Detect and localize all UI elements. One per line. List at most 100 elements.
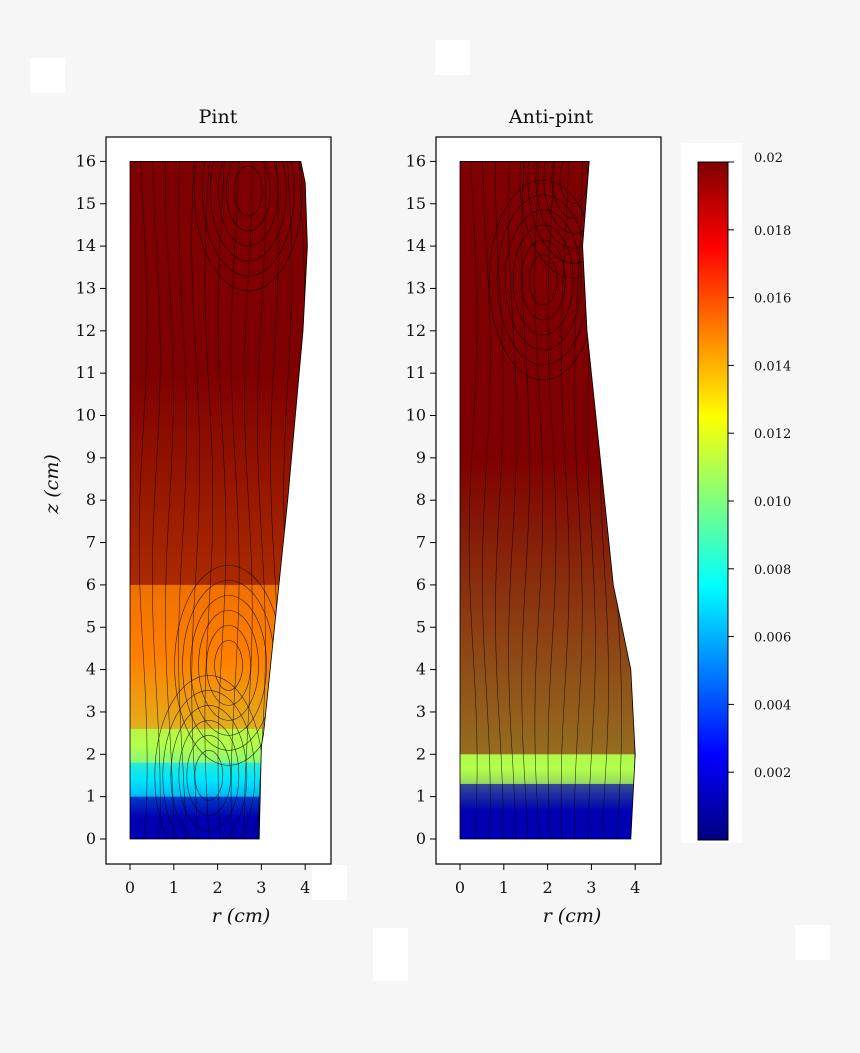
streamline — [204, 161, 214, 839]
y-tick-label: 8 — [86, 490, 96, 509]
x-tick-label: 4 — [630, 878, 640, 897]
pint-title: Pint — [199, 106, 238, 128]
y-tick-label: 14 — [406, 236, 426, 255]
colorbar-tick-label: 0.018 — [754, 224, 791, 239]
y-tick-label: 1 — [416, 787, 426, 806]
streamline — [481, 161, 491, 839]
streamline — [138, 161, 148, 839]
vortex-streamline — [217, 161, 279, 247]
anti-pint-x-label: r (cm) — [543, 905, 602, 927]
y-tick-label: 9 — [86, 448, 96, 467]
y-tick-label: 11 — [76, 363, 96, 382]
vortex-streamline — [209, 161, 287, 262]
background-patch — [373, 928, 408, 981]
colorbar-tick-label: 0.008 — [754, 563, 791, 578]
y-tick-label: 12 — [76, 321, 96, 340]
streamline — [165, 161, 174, 839]
colorbar-tick-label: 0.012 — [754, 427, 791, 442]
y-tick-label: 13 — [76, 278, 96, 297]
y-tick-label: 13 — [406, 278, 426, 297]
y-tick-label: 11 — [406, 363, 426, 382]
streamline — [468, 161, 478, 839]
streamline — [178, 161, 187, 839]
vortex-streamline — [190, 595, 267, 736]
vortex-streamline — [193, 161, 303, 292]
streamline — [191, 161, 201, 839]
vortex-streamline — [233, 165, 263, 217]
pint-x-label: r (cm) — [212, 905, 271, 927]
background-patch — [435, 40, 470, 75]
y-tick-label: 4 — [86, 660, 96, 679]
y-tick-label: 10 — [406, 406, 426, 425]
colorbar-ticks: 0.002 0.004 0.006 0.008 0.010 0.012 0.014 0.016… — [728, 151, 791, 781]
vortex-streamline — [504, 209, 582, 351]
y-tick-label: 2 — [416, 744, 426, 763]
y-tick-label: 7 — [416, 533, 426, 552]
x-tick-label: 3 — [256, 878, 266, 897]
y-tick-label: 5 — [416, 617, 426, 636]
colorbar: 0.002 0.004 0.006 0.008 0.010 0.012 0.014 0.016… — [681, 143, 791, 843]
x-tick-label: 4 — [300, 878, 310, 897]
y-tick-label: 14 — [76, 236, 96, 255]
colorbar-gradient — [697, 161, 729, 841]
y-tick-label: 7 — [86, 533, 96, 552]
streamline — [508, 161, 517, 839]
streamline — [217, 161, 227, 839]
vortex-streamline — [170, 705, 248, 839]
heatmap-region — [130, 796, 262, 839]
streamline — [534, 161, 544, 839]
pint-plot-area — [129, 158, 319, 840]
y-tick-label: 5 — [86, 617, 96, 636]
y-tick-label: 4 — [416, 660, 426, 679]
vortex-streamline — [186, 735, 232, 816]
streamline — [244, 161, 253, 839]
x-tick-label: 1 — [499, 878, 509, 897]
y-tick-label: 6 — [416, 575, 426, 594]
y-tick-label: 16 — [76, 151, 96, 170]
anti-pint-plot-area — [459, 158, 649, 840]
x-tick-label: 3 — [586, 878, 596, 897]
heatmap-region — [460, 754, 636, 784]
vortex-streamline — [198, 610, 259, 721]
heatmap-region — [130, 762, 262, 797]
vortex-streamline — [214, 640, 243, 691]
y-tick-label: 10 — [76, 406, 96, 425]
vortex-streamline — [194, 750, 224, 801]
streamline — [560, 161, 570, 839]
vortex-streamline — [512, 224, 574, 336]
heatmap-region — [130, 161, 308, 585]
y-tick-label: 15 — [406, 194, 426, 213]
y-tick-label: 3 — [86, 702, 96, 721]
x-tick-label: 2 — [213, 878, 223, 897]
y-tick-label: 9 — [416, 448, 426, 467]
streamline — [574, 161, 583, 839]
colorbar-tick-label: 0.010 — [754, 495, 791, 510]
domain-outline — [129, 161, 308, 840]
streamline — [230, 161, 240, 839]
y-tick-label: 6 — [86, 575, 96, 594]
vortex-streamline — [225, 161, 271, 232]
y-tick-label: 0 — [416, 829, 426, 848]
colorbar-tick-label: 0.02 — [754, 151, 783, 166]
colorbar-tick-label: 0.014 — [754, 359, 791, 374]
streamline — [495, 161, 504, 839]
x-tick-label: 2 — [543, 878, 553, 897]
background-patch — [795, 925, 830, 960]
heatmap-region — [460, 783, 636, 839]
vortex-streamline — [206, 625, 251, 706]
x-tick-label: 0 — [455, 878, 465, 897]
y-tick-label: 12 — [406, 321, 426, 340]
vortex-streamline — [528, 254, 558, 306]
y-tick-label: 1 — [86, 787, 96, 806]
background-patch — [30, 58, 65, 93]
vortex-streamline — [162, 690, 256, 839]
x-tick-label: 1 — [169, 878, 179, 897]
streamline — [547, 161, 557, 839]
y-tick-label: 8 — [416, 490, 426, 509]
domain-outline — [459, 161, 636, 840]
